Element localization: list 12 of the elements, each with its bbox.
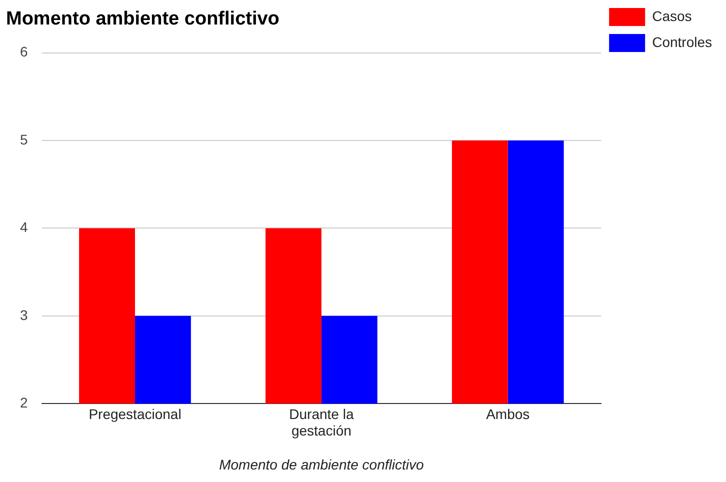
y-tick-label: 3 [20, 306, 28, 323]
x-tick-label: Pregestacional [88, 406, 182, 422]
legend-label: Controles [652, 34, 712, 50]
y-tick-label: 2 [20, 394, 28, 410]
x-tick-label: Ambos [486, 406, 530, 422]
x-axis-title: Momento de ambiente conflictivo [219, 456, 424, 472]
y-tick-label: 6 [20, 44, 28, 60]
chart-title: Momento ambiente conflictivo [6, 8, 280, 30]
y-tick-label: 5 [20, 131, 28, 148]
legend-label: Casos [652, 8, 692, 24]
x-tick-label: Durante la gestación [289, 406, 354, 439]
y-tick-label: 4 [20, 219, 28, 236]
